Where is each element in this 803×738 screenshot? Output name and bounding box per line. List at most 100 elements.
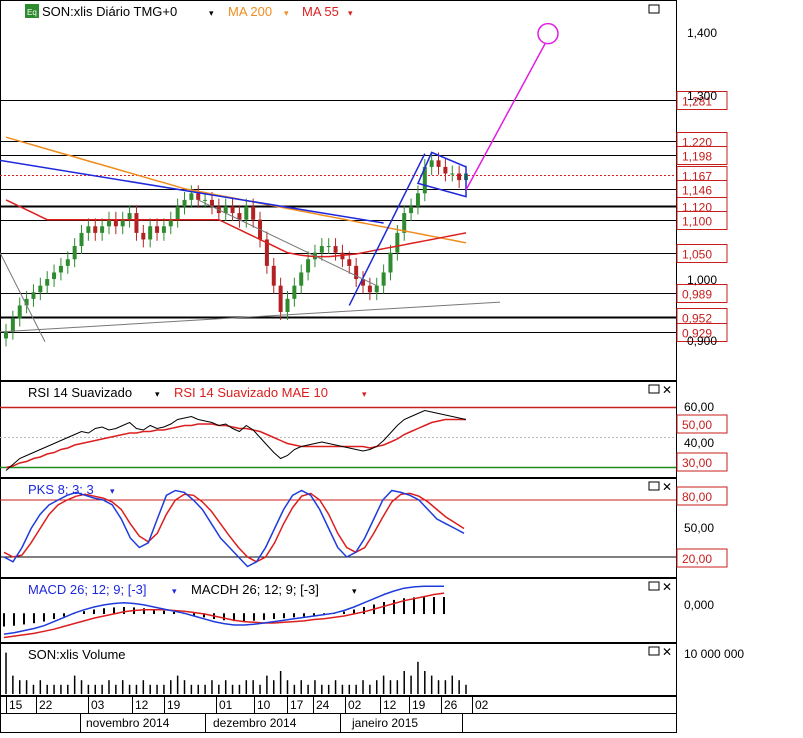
rsi-close-icon[interactable]: ✕ xyxy=(662,383,672,397)
candle-body xyxy=(354,265,359,280)
day-label: 03 xyxy=(91,698,105,712)
hline-label-box xyxy=(676,211,728,230)
macdh-dropdown-icon[interactable]: ▾ xyxy=(352,586,357,596)
candle-body xyxy=(402,213,407,233)
candle-body xyxy=(209,199,214,207)
month-label-nov: novembro 2014 xyxy=(86,716,170,730)
candle-body xyxy=(113,219,118,227)
candle-body xyxy=(79,232,84,247)
rsi-line xyxy=(5,409,467,471)
day-label: 12 xyxy=(383,698,397,712)
candle-body xyxy=(52,272,57,280)
candle-body xyxy=(388,252,393,273)
candle-body xyxy=(361,279,366,286)
candle-body xyxy=(175,206,180,220)
volume-maximize-icon[interactable] xyxy=(648,646,660,656)
candle-body xyxy=(422,166,427,194)
pks-label[interactable]: PKS 8; 3; 3 xyxy=(28,482,94,497)
hline-label-box xyxy=(676,146,728,165)
rsi-signal-label[interactable]: RSI 14 Suavizado MAE 10 xyxy=(174,385,328,400)
rsi-signal-line xyxy=(5,418,466,469)
pks-close-icon[interactable]: ✕ xyxy=(662,480,672,494)
candle-body xyxy=(161,226,166,233)
candle-body xyxy=(24,298,29,306)
candle-body xyxy=(264,239,269,266)
macd-maximize-icon[interactable] xyxy=(648,581,660,591)
day-label: 26 xyxy=(444,698,458,712)
day-label: 19 xyxy=(167,698,181,712)
pks-dropdown-icon[interactable]: ▾ xyxy=(110,486,115,496)
candle-body xyxy=(381,272,386,286)
day-label: 24 xyxy=(316,698,330,712)
candle-body xyxy=(333,246,338,253)
chart-title[interactable]: SON:xlis Diário TMG+0 xyxy=(42,4,177,19)
candle-body xyxy=(155,226,160,233)
candle-body xyxy=(106,219,111,227)
ma200-label[interactable]: MA 200 xyxy=(228,4,272,19)
ma55-dropdown-icon[interactable]: ▾ xyxy=(348,8,353,18)
pks-maximize-icon[interactable] xyxy=(648,481,660,491)
rsi-maximize-icon[interactable] xyxy=(648,384,660,394)
candle-body xyxy=(347,259,352,266)
rsi-tick-40: 40,00 xyxy=(684,436,714,450)
candle-body xyxy=(120,219,125,227)
month-label-dec: dezembro 2014 xyxy=(213,716,297,730)
candle-body xyxy=(409,206,414,214)
hline-label-box xyxy=(676,323,728,342)
xaxis-frame xyxy=(0,696,677,733)
target-projection-line xyxy=(465,37,549,191)
title-dropdown-icon[interactable]: ▾ xyxy=(209,8,214,18)
macd-tick-0: 0,000 xyxy=(684,598,714,612)
hline-label-text: 1,281 xyxy=(682,95,712,109)
pks-80-box xyxy=(676,486,728,506)
price-maximize-icon[interactable] xyxy=(648,4,660,14)
volume-close-icon[interactable]: ✕ xyxy=(662,645,672,659)
pks-panel-frame xyxy=(0,478,677,578)
candle-body xyxy=(415,193,420,207)
hline-label-text: 1,198 xyxy=(682,150,712,164)
pks-signal-line xyxy=(3,492,465,563)
pks-tick-50: 50,00 xyxy=(684,521,714,535)
flag-channel xyxy=(416,151,467,198)
candle-body xyxy=(223,206,228,214)
macd-close-icon[interactable]: ✕ xyxy=(662,580,672,594)
rsi-dropdown-icon[interactable]: ▾ xyxy=(155,389,160,399)
candle-body xyxy=(292,285,297,299)
candle-body xyxy=(38,285,43,293)
candle-body xyxy=(168,219,173,227)
hline-label-text: 0,929 xyxy=(682,327,712,341)
candle-body xyxy=(17,305,22,319)
price-tick-1400: 1,400 xyxy=(687,26,717,40)
pks-20-box xyxy=(676,548,728,568)
rsi-tick-30: 30,00 xyxy=(682,456,712,470)
candle-body xyxy=(100,226,105,233)
ma200-dropdown-icon[interactable]: ▾ xyxy=(284,8,289,18)
candle-body xyxy=(72,246,77,260)
candle-body xyxy=(443,166,448,174)
macdh-line xyxy=(3,592,445,639)
candle-body xyxy=(65,259,70,266)
rsi-30-box xyxy=(676,452,728,472)
rsi-signal-dropdown-icon[interactable]: ▾ xyxy=(362,389,367,399)
month-label-jan: janeiro 2015 xyxy=(351,716,418,730)
candle-body xyxy=(58,265,63,273)
price-tick-1000: 1,000 xyxy=(687,273,717,287)
candle-body xyxy=(127,213,132,220)
day-label: 01 xyxy=(219,698,233,712)
macdh-label[interactable]: MACDH 26; 12; 9; [-3] xyxy=(191,582,319,597)
hline-label-text: 1,100 xyxy=(682,215,712,229)
candle-body xyxy=(367,285,372,293)
hline-label-text: 1,050 xyxy=(682,248,712,262)
volume-label[interactable]: SON:xlis Volume xyxy=(28,647,126,662)
macd-label[interactable]: MACD 26; 12; 9; [-3] xyxy=(28,582,147,597)
ma55-label[interactable]: MA 55 xyxy=(302,4,339,19)
macd-dropdown-icon[interactable]: ▾ xyxy=(172,586,177,596)
candle-body xyxy=(203,199,208,201)
volume-panel-frame xyxy=(0,643,677,696)
day-label: 19 xyxy=(412,698,426,712)
ticker-badge-box[interactable] xyxy=(25,4,39,18)
candle-body xyxy=(457,173,462,181)
rsi-label[interactable]: RSI 14 Suavizado xyxy=(28,385,132,400)
